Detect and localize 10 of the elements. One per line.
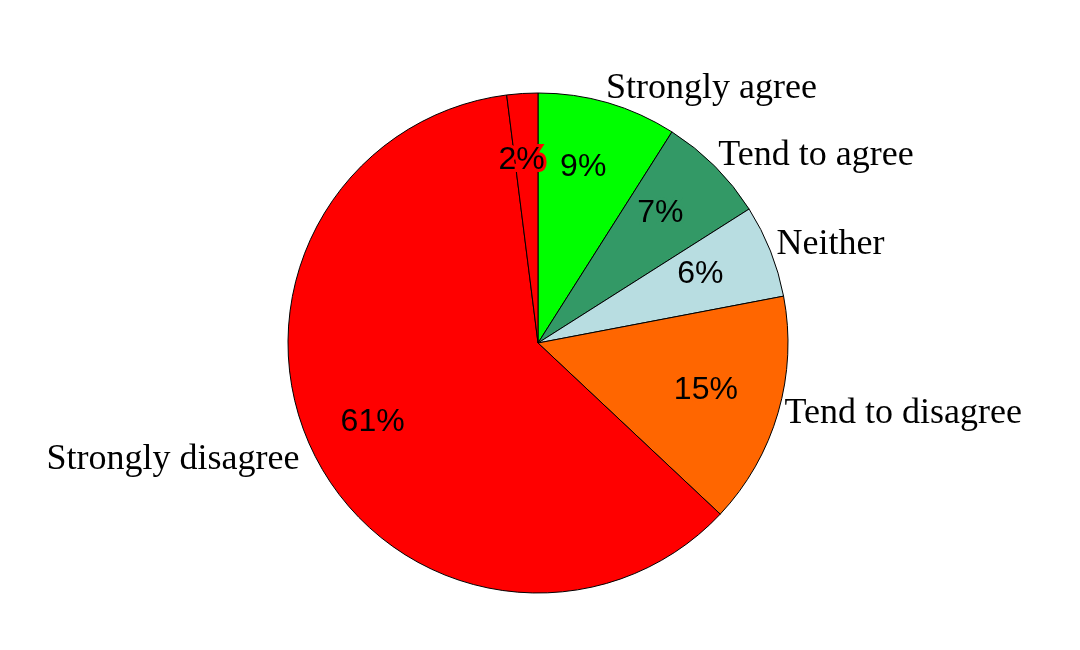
slice-label: Tend to disagree	[784, 391, 1022, 432]
data-label: 6%	[677, 253, 724, 290]
data-label: 9%	[560, 147, 607, 184]
slice-label: Neither	[776, 221, 885, 262]
data-label: 61%	[340, 401, 405, 438]
slice-label: Strongly agree	[606, 66, 818, 107]
slice-label: Strongly disagree	[46, 436, 300, 477]
data-label: 15%	[673, 370, 738, 407]
slice-label: Tend to agree	[718, 132, 914, 173]
data-label: 7%	[637, 192, 684, 229]
